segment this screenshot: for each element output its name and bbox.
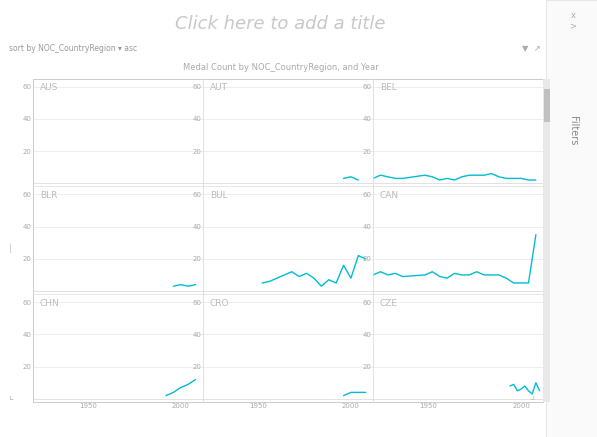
Text: CAN: CAN — [380, 191, 399, 200]
Text: >: > — [570, 22, 577, 31]
Text: CZE: CZE — [380, 298, 398, 308]
Text: x: x — [571, 11, 576, 20]
Text: sort by NOC_CountryRegion ▾ asc: sort by NOC_CountryRegion ▾ asc — [9, 44, 137, 53]
Text: BUL: BUL — [210, 191, 227, 200]
Text: AUT: AUT — [210, 83, 228, 92]
Text: BLR: BLR — [39, 191, 57, 200]
Text: Click here to add a title: Click here to add a title — [176, 15, 386, 33]
Text: BEL: BEL — [380, 83, 396, 92]
Text: Filters: Filters — [568, 116, 578, 146]
Text: ⌞: ⌞ — [8, 391, 13, 401]
Text: ▼  ↗: ▼ ↗ — [522, 44, 541, 53]
Text: │: │ — [8, 244, 13, 253]
Text: CHN: CHN — [39, 298, 59, 308]
Text: AUS: AUS — [39, 83, 58, 92]
Text: ⌟: ⌟ — [529, 391, 534, 401]
Text: Medal Count by NOC_CountryRegion, and Year: Medal Count by NOC_CountryRegion, and Ye… — [183, 63, 378, 73]
Text: CRO: CRO — [210, 298, 229, 308]
